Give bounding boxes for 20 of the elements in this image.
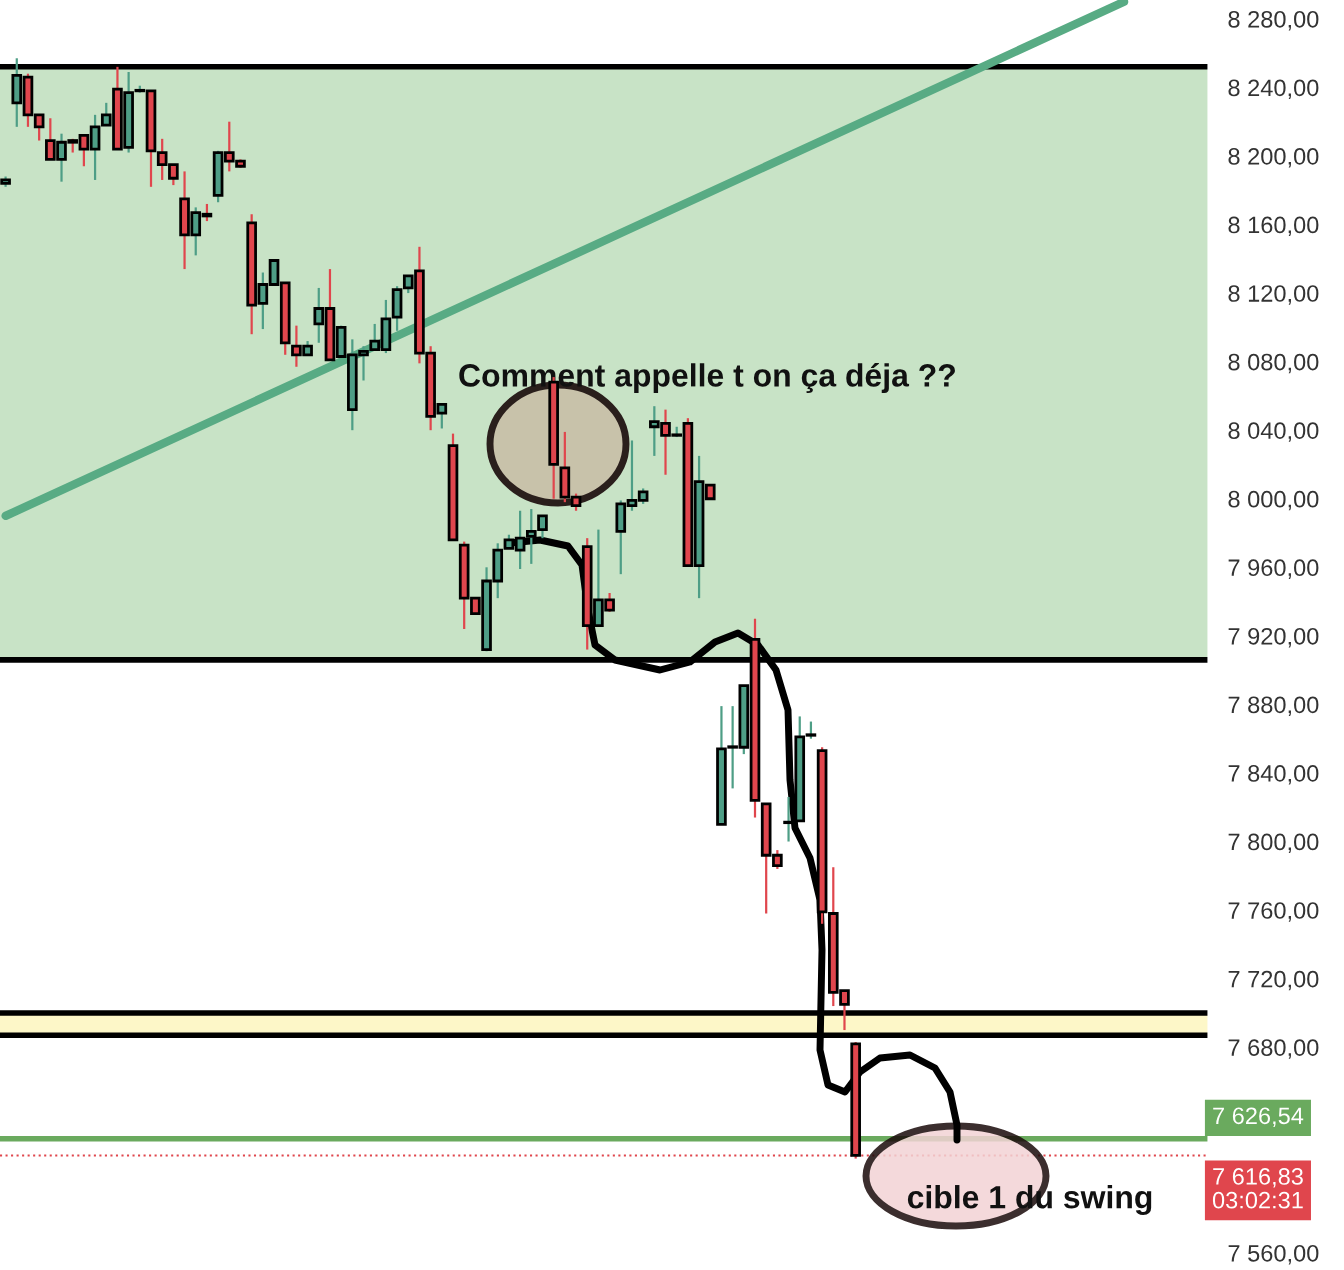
ref-line-label: 7 616,83 03:02:31 bbox=[1212, 1168, 1303, 1209]
annotation: Comment appelle t on ça déja ?? bbox=[459, 362, 955, 394]
y-tick-label: 7 680,00 bbox=[1228, 1039, 1319, 1059]
y-tick-label: 7 800,00 bbox=[1228, 833, 1319, 854]
y-tick-label: 7 960,00 bbox=[1228, 559, 1319, 579]
y-tick-label: 8 080,00 bbox=[1228, 353, 1319, 374]
y-tick-label: 7 880,00 bbox=[1228, 696, 1319, 716]
y-tick-label: 8 280,00 bbox=[1228, 10, 1319, 31]
y-tick-label: 8 120,00 bbox=[1228, 285, 1319, 305]
y-tick-label: 7 840,00 bbox=[1228, 765, 1319, 785]
y-tick-label: 8 000,00 bbox=[1228, 490, 1319, 511]
y-tick-label: 8 040,00 bbox=[1228, 422, 1319, 442]
y-tick-label: 7 760,00 bbox=[1228, 902, 1319, 922]
y-tick-label: 8 160,00 bbox=[1228, 216, 1319, 237]
ref-line-label: 7 626,54 bbox=[1213, 1107, 1304, 1127]
y-tick-label: 7 920,00 bbox=[1228, 627, 1319, 648]
y-tick-label: 7 720,00 bbox=[1228, 970, 1319, 991]
y-tick-label: 7 560,00 bbox=[1228, 1244, 1319, 1265]
y-tick-label: 8 200,00 bbox=[1228, 148, 1319, 168]
y-tick-label: 8 240,00 bbox=[1228, 79, 1319, 99]
